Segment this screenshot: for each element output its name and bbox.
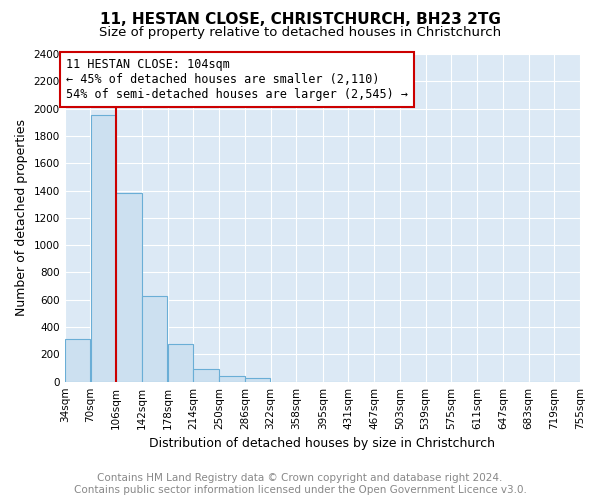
Bar bbox=[116, 194, 142, 382]
Text: Contains HM Land Registry data © Crown copyright and database right 2024.
Contai: Contains HM Land Registry data © Crown c… bbox=[74, 474, 526, 495]
Bar bbox=[142, 296, 167, 382]
Bar bbox=[65, 338, 90, 382]
Bar bbox=[168, 344, 193, 382]
Bar bbox=[245, 378, 271, 382]
X-axis label: Distribution of detached houses by size in Christchurch: Distribution of detached houses by size … bbox=[149, 437, 496, 450]
Text: Size of property relative to detached houses in Christchurch: Size of property relative to detached ho… bbox=[99, 26, 501, 39]
Y-axis label: Number of detached properties: Number of detached properties bbox=[15, 120, 28, 316]
Text: 11 HESTAN CLOSE: 104sqm
← 45% of detached houses are smaller (2,110)
54% of semi: 11 HESTAN CLOSE: 104sqm ← 45% of detache… bbox=[66, 58, 408, 101]
Bar bbox=[193, 368, 219, 382]
Bar bbox=[91, 116, 116, 382]
Text: 11, HESTAN CLOSE, CHRISTCHURCH, BH23 2TG: 11, HESTAN CLOSE, CHRISTCHURCH, BH23 2TG bbox=[100, 12, 500, 28]
Bar bbox=[219, 376, 245, 382]
